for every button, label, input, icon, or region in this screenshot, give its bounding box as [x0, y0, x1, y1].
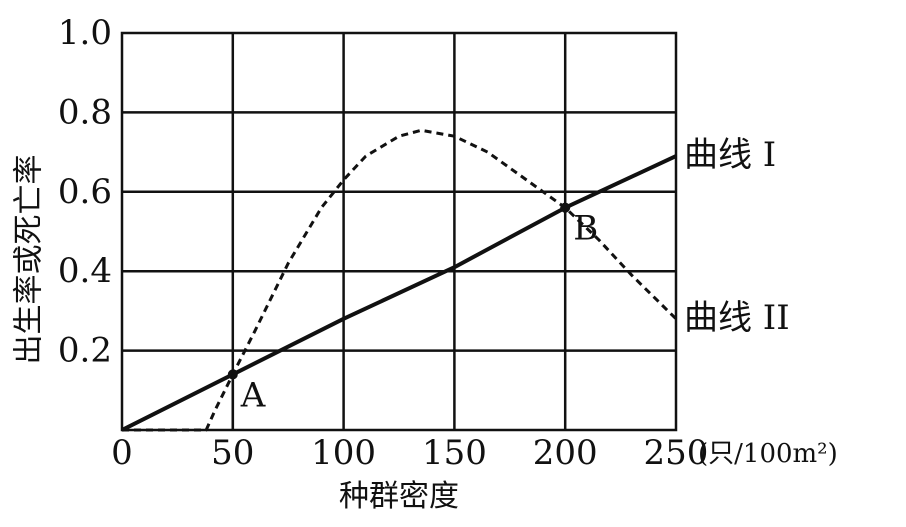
- point-label-B: B: [573, 209, 598, 249]
- x-axis-unit: (只/100m²): [698, 439, 838, 469]
- y-tick-label: 0.6: [58, 172, 112, 212]
- x-axis-label: 种群密度: [339, 479, 459, 514]
- point-B: [560, 202, 571, 213]
- plot-frame: [120, 31, 678, 432]
- x-tick-label: 0: [111, 433, 133, 473]
- x-tick-label: 200: [533, 433, 598, 473]
- series-layer: 曲线 I 曲线 II A B: [121, 128, 790, 432]
- series-line-2: [122, 128, 678, 432]
- x-tick-label: 250: [644, 433, 709, 473]
- x-tick-label: 50: [211, 433, 254, 473]
- y-tick-label: 1.0: [58, 13, 112, 53]
- tick-labels: 0 50 100 150 200 250 0.2 0.4 0.6 0.8 1.0: [58, 13, 709, 473]
- series-label-1: 曲线 I: [684, 135, 776, 175]
- x-tick-label: 150: [422, 433, 487, 473]
- y-tick-label: 0.2: [58, 331, 112, 371]
- y-axis-label: 出生率或死亡率: [12, 155, 47, 365]
- y-tick-label: 0.4: [58, 251, 112, 291]
- point-label-A: A: [240, 375, 266, 415]
- series-label-2: 曲线 II: [684, 298, 790, 338]
- x-tick-label: 100: [311, 433, 376, 473]
- series-line-1: [121, 154, 677, 432]
- y-tick-label: 0.8: [58, 92, 112, 132]
- grid: [120, 31, 678, 432]
